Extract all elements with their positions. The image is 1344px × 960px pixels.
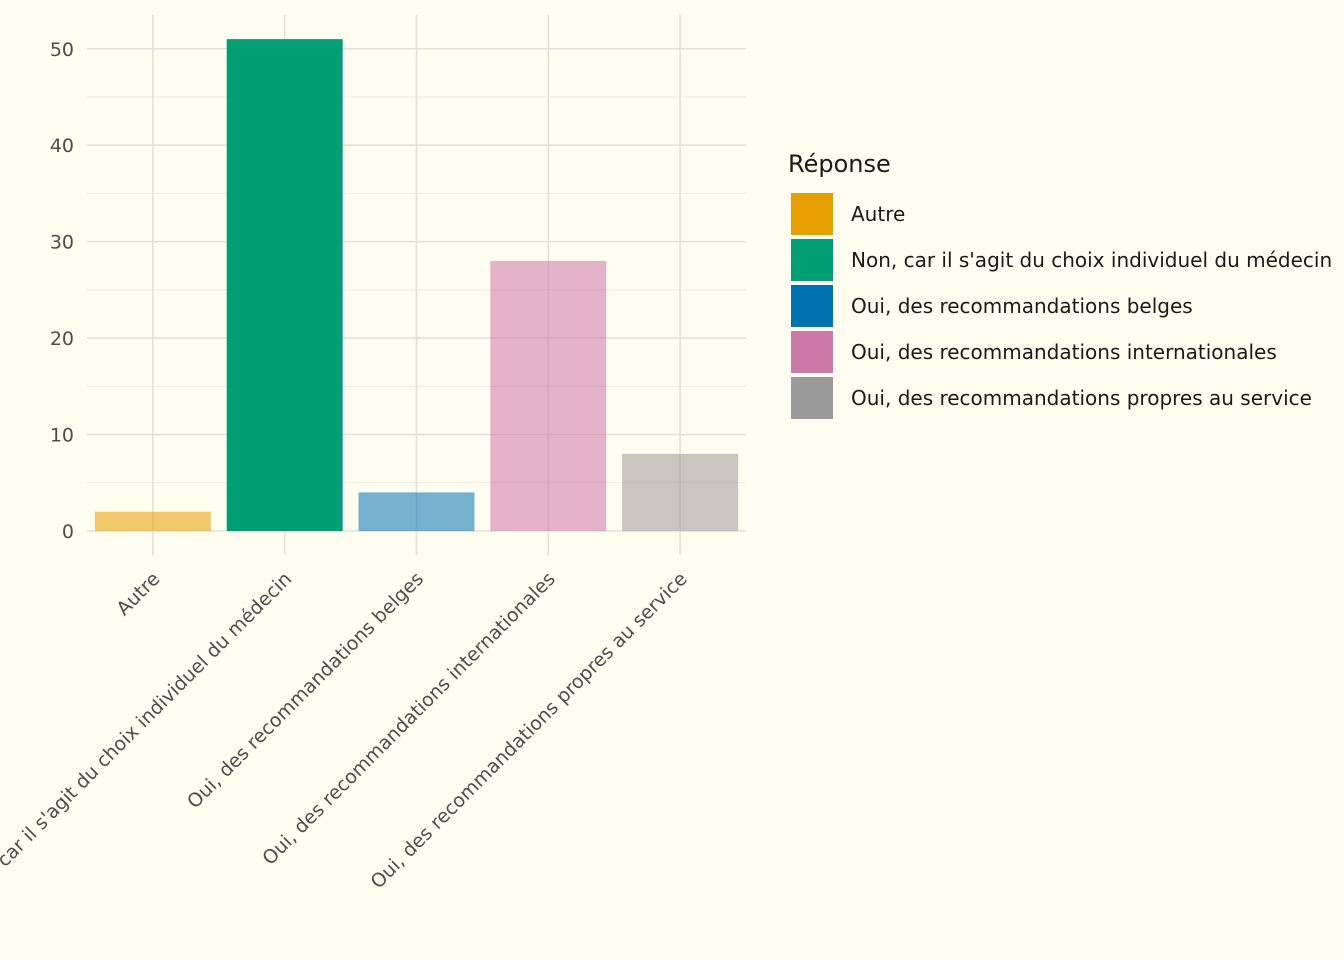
legend-label: Oui, des recommandations internationales	[851, 340, 1277, 364]
x-tick-label: Oui, des recommandations internationales	[258, 568, 560, 870]
bar	[226, 39, 343, 531]
legend-label: Oui, des recommandations belges	[851, 294, 1193, 318]
bar	[358, 492, 475, 531]
legend-swatch	[789, 375, 835, 421]
legend-items: Autre Non, car il s'agit du choix individ…	[789, 191, 1332, 421]
x-tick-label: Oui, des recommandations belges	[183, 568, 428, 813]
y-tick-label: 30	[50, 232, 74, 254]
y-tick-label: 20	[50, 328, 74, 350]
x-tick-label: Autre	[112, 568, 164, 620]
legend-swatch	[789, 237, 835, 283]
x-tick-label: Oui, des recommandations propres au serv…	[366, 568, 691, 893]
y-tick-label: 40	[50, 135, 74, 157]
legend-label: Oui, des recommandations propres au serv…	[851, 386, 1312, 410]
legend-label: Non, car il s'agit du choix individuel d…	[851, 248, 1332, 272]
y-tick-label: 10	[50, 425, 74, 447]
bars	[94, 39, 739, 531]
legend-swatch	[789, 329, 835, 375]
y-axis-ticks: 0 10 20 30 40 50	[50, 39, 74, 543]
legend-label: Autre	[851, 202, 905, 226]
y-tick-label: 50	[50, 39, 74, 61]
legend-title: Réponse	[788, 150, 891, 178]
bar	[622, 453, 739, 531]
legend-swatch	[789, 191, 835, 237]
legend-swatch	[789, 283, 835, 329]
bar	[94, 511, 211, 531]
y-tick-label: 0	[62, 521, 74, 543]
legend: Réponse Autre Non, car il s'agit du choix…	[788, 150, 1332, 421]
bar	[490, 260, 607, 531]
